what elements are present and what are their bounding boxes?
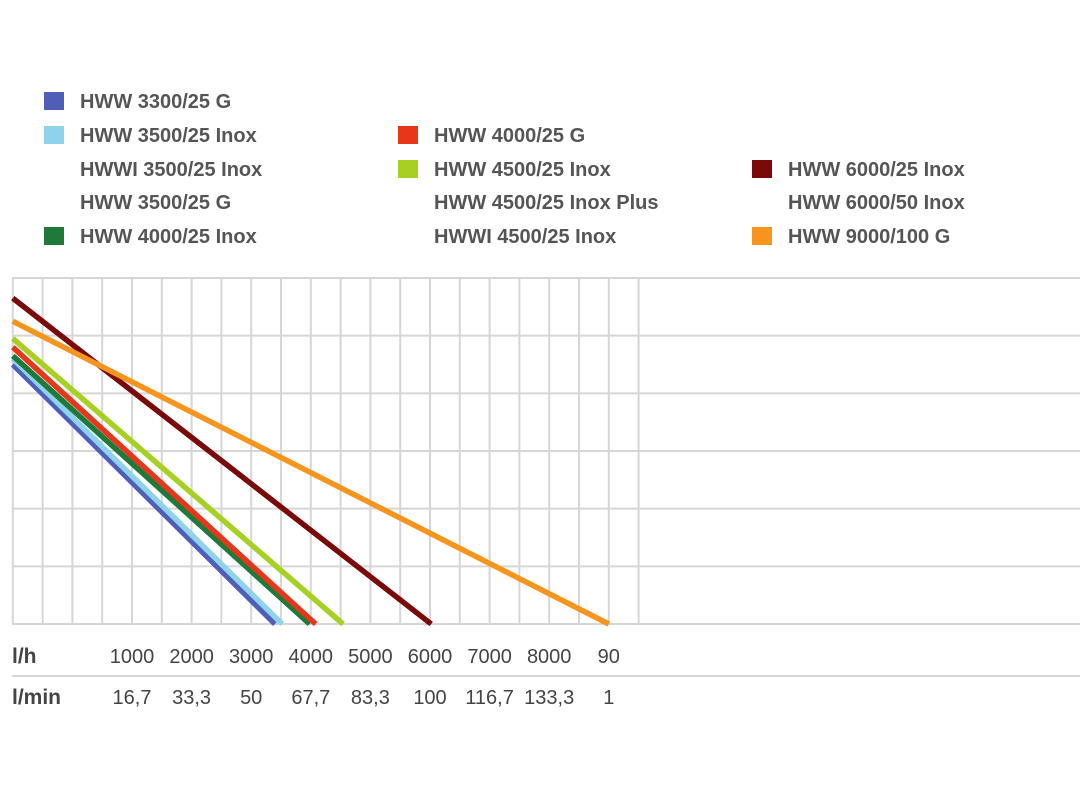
- x-tick-label-lmin: 16,7: [113, 687, 152, 709]
- legend-label: HWW 9000/100 G: [788, 226, 950, 248]
- legend-label: HWW 4000/25 G: [434, 125, 585, 147]
- x-tick-label-lh: 7000: [467, 646, 512, 668]
- series-line-hww-3500-25-inox: [10, 356, 285, 626]
- x-tick-label-lmin: 67,7: [291, 687, 330, 709]
- x-axis-title-lh: l/h: [12, 645, 37, 668]
- legend-label: HWW 3500/25 G: [80, 192, 231, 214]
- legend-swatch: [398, 160, 418, 178]
- legend-label: HWW 4000/25 Inox: [80, 226, 257, 248]
- legend-swatch: [44, 227, 64, 245]
- legend-label: HWWI 4500/25 Inox: [434, 226, 616, 248]
- x-tick-label-lmin: 100: [413, 687, 446, 709]
- x-tick-label-lh: 3000: [229, 646, 274, 668]
- legend-label: HWW 6000/25 Inox: [788, 159, 965, 181]
- series-line-hww-3300-25-g: [10, 362, 277, 626]
- x-axis: l/h l/min 1000 16,7 2000 33,3 3000 50 4000 67,7 50…: [12, 645, 620, 709]
- legend-item: HWW 4000/25 G: [398, 125, 585, 147]
- legend-label: HWW 3300/25 G: [80, 91, 231, 113]
- legend-swatch: [752, 160, 772, 178]
- x-tick-label-lh: 2000: [169, 646, 214, 668]
- x-tick-label-lmin: 50: [240, 687, 262, 709]
- x-tick-label-lh: 1000: [110, 646, 155, 668]
- legend-label: HWW 6000/50 Inox: [788, 192, 965, 214]
- series-line-hww-4500-25-inox: [11, 336, 345, 627]
- x-tick-label-lh: 5000: [348, 646, 393, 668]
- legend-item: HWW 6000/25 Inox: [752, 159, 965, 181]
- series-line-hww-9000-100-g: [11, 318, 611, 627]
- legend-item: HWW 3300/25 G: [44, 91, 231, 113]
- grid: [11, 277, 1080, 677]
- x-tick-label-lh: 90: [598, 646, 620, 668]
- legend-swatch: [398, 126, 418, 144]
- x-tick-label-lh: 6000: [408, 646, 453, 668]
- series-lines: [10, 296, 611, 627]
- series-line-hww-6000-25-inox: [11, 296, 433, 627]
- legend-item: HWW 3500/25 G: [80, 192, 231, 214]
- legend-item: HWW 4000/25 Inox: [44, 226, 257, 248]
- legend-item: HWWI 4500/25 Inox: [434, 226, 616, 248]
- legend-item: HWW 3500/25 Inox: [44, 125, 257, 147]
- legend-item: HWW 9000/100 G: [752, 226, 950, 248]
- legend: HWW 3300/25 G HWW 3500/25 Inox HWWI 3500/2…: [44, 91, 965, 248]
- legend-label: HWW 4500/25 Inox: [434, 159, 611, 181]
- legend-item: HWW 6000/50 Inox: [788, 192, 965, 214]
- series-line-hww-4000-25-inox: [10, 353, 312, 627]
- x-tick-label-lmin: 33,3: [172, 687, 211, 709]
- x-tick-label-lmin: 83,3: [351, 687, 390, 709]
- legend-item: HWWI 3500/25 Inox: [80, 159, 262, 181]
- legend-item: HWW 4500/25 Inox: [398, 159, 611, 181]
- legend-swatch: [44, 126, 64, 144]
- legend-label: HWW 3500/25 Inox: [80, 125, 257, 147]
- legend-item: HWW 4500/25 Inox Plus: [434, 192, 659, 214]
- x-tick-label-lmin: 116,7: [465, 687, 514, 709]
- x-tick-label-lmin: 1: [603, 687, 614, 709]
- x-tick-label-lmin: 133,3: [524, 687, 574, 709]
- legend-swatch: [752, 227, 772, 245]
- x-axis-title-lmin: l/min: [12, 686, 61, 709]
- legend-swatch: [44, 92, 64, 110]
- x-tick-label-lh: 4000: [289, 646, 334, 668]
- legend-label: HWWI 3500/25 Inox: [80, 159, 262, 181]
- x-tick-label-lh: 8000: [527, 646, 572, 668]
- legend-label: HWW 4500/25 Inox Plus: [434, 192, 659, 214]
- series-line-hww-4000-25-g: [10, 345, 318, 627]
